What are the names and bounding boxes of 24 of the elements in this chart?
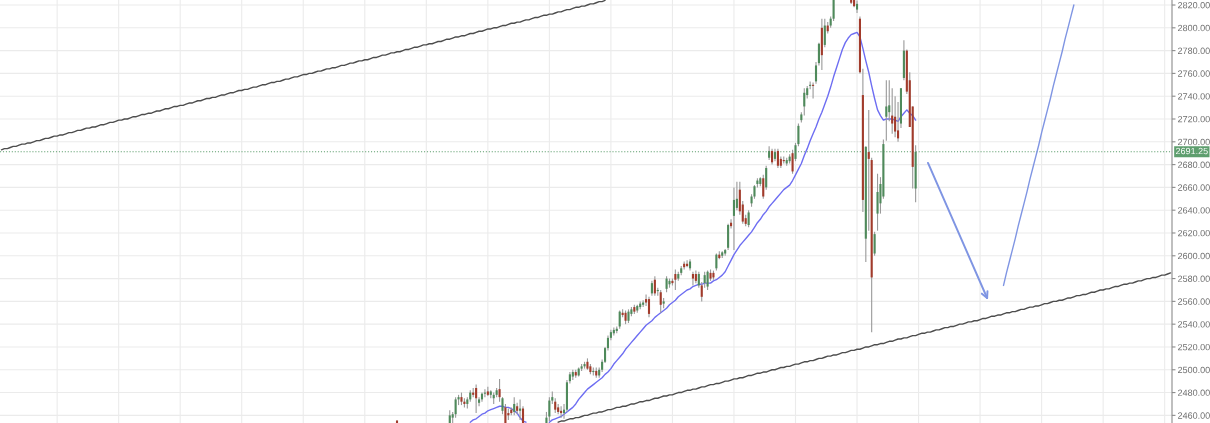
y-tick-label: 2820.00 bbox=[1178, 1, 1210, 9]
ref-line-label: 2691.25 bbox=[1175, 147, 1208, 155]
y-tick-label: 2540.00 bbox=[1178, 321, 1210, 328]
y-tick-label: 2580.00 bbox=[1178, 275, 1210, 282]
y-tick-label: 2680.00 bbox=[1178, 161, 1210, 168]
y-tick-label: 2560.00 bbox=[1178, 298, 1210, 305]
y-tick-label: 2640.00 bbox=[1178, 207, 1210, 214]
y-tick-label: 2700.00 bbox=[1178, 138, 1210, 146]
y-tick-label: 2720.00 bbox=[1178, 115, 1210, 123]
y-tick-label: 2460.00 bbox=[1178, 412, 1210, 419]
y-tick-label: 2480.00 bbox=[1178, 389, 1210, 396]
line-series bbox=[0, 0, 606, 151]
candlestick bbox=[691, 271, 694, 286]
y-tick-label: 2760.00 bbox=[1178, 70, 1210, 77]
y-tick-label: 2660.00 bbox=[1178, 184, 1210, 191]
line-series bbox=[557, 272, 1172, 423]
y-tick-label: 2800.00 bbox=[1178, 24, 1210, 32]
y-tick-label: 2740.00 bbox=[1178, 93, 1210, 100]
y-tick-label: 2500.00 bbox=[1178, 366, 1210, 374]
y-tick-label: 2780.00 bbox=[1178, 47, 1210, 54]
y-tick-label: 2600.00 bbox=[1178, 252, 1210, 260]
y-tick-label: 2620.00 bbox=[1178, 229, 1210, 237]
y-tick-label: 2520.00 bbox=[1178, 343, 1210, 351]
line-series bbox=[1002, 4, 1075, 287]
